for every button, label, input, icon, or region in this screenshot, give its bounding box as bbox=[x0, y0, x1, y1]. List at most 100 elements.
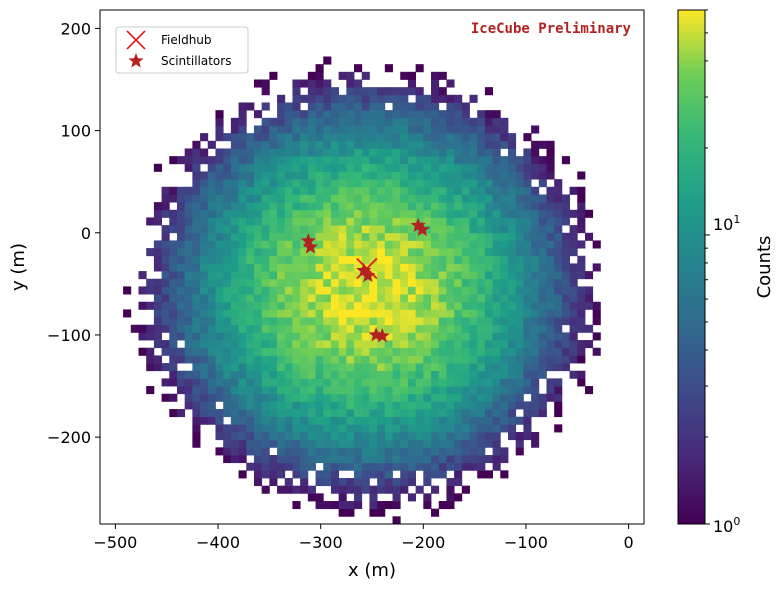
heatmap-bin bbox=[323, 117, 332, 126]
heatmap-bin bbox=[300, 386, 309, 395]
heatmap-bin bbox=[523, 171, 532, 180]
heatmap-bin bbox=[330, 386, 340, 395]
heatmap-bin bbox=[223, 347, 232, 356]
heatmap-bin bbox=[346, 347, 355, 356]
heatmap-bin bbox=[315, 179, 324, 188]
heatmap-bin bbox=[346, 71, 355, 80]
heatmap-bin bbox=[431, 416, 440, 425]
heatmap-bin bbox=[492, 416, 501, 425]
heatmap-bin bbox=[423, 294, 432, 303]
heatmap-bin bbox=[330, 409, 340, 418]
heatmap-bin bbox=[438, 501, 447, 510]
heatmap-bin bbox=[330, 225, 340, 234]
heatmap-bin bbox=[261, 439, 270, 448]
heatmap-bin bbox=[323, 378, 332, 387]
heatmap-bin bbox=[477, 240, 486, 249]
heatmap-bin bbox=[431, 71, 440, 80]
heatmap-bin bbox=[192, 225, 201, 234]
heatmap-bins bbox=[123, 56, 601, 524]
heatmap-bin bbox=[384, 202, 393, 211]
heatmap-bin bbox=[192, 140, 201, 149]
heatmap-bin bbox=[384, 255, 393, 264]
heatmap-bin bbox=[531, 378, 540, 387]
heatmap-bin bbox=[330, 271, 340, 280]
heatmap-bin bbox=[546, 202, 555, 211]
heatmap-bin bbox=[338, 94, 347, 103]
heatmap-bin bbox=[461, 148, 470, 157]
heatmap-bin bbox=[477, 110, 486, 119]
heatmap-bin bbox=[446, 332, 455, 341]
heatmap-bin bbox=[330, 370, 340, 379]
heatmap-bin bbox=[315, 355, 324, 364]
heatmap-bin bbox=[192, 324, 201, 333]
heatmap-bin bbox=[569, 332, 578, 341]
heatmap-bin bbox=[323, 393, 332, 402]
heatmap-bin bbox=[515, 194, 524, 203]
heatmap-bin bbox=[330, 393, 340, 402]
heatmap-bin bbox=[569, 240, 578, 249]
heatmap-bin bbox=[238, 133, 247, 142]
heatmap-bin bbox=[577, 271, 586, 280]
heatmap-bin bbox=[538, 286, 547, 295]
heatmap-bin bbox=[161, 393, 170, 402]
heatmap-bin bbox=[569, 186, 578, 195]
heatmap-bin bbox=[531, 263, 540, 272]
heatmap-bin bbox=[338, 255, 347, 264]
heatmap-bin bbox=[377, 87, 386, 96]
heatmap-bin bbox=[454, 309, 463, 318]
heatmap-bin bbox=[207, 347, 216, 356]
x-tick-label: −400 bbox=[196, 533, 240, 552]
heatmap-bin bbox=[215, 355, 224, 364]
heatmap-bin bbox=[153, 294, 162, 303]
heatmap-bin bbox=[253, 317, 263, 326]
heatmap-bin bbox=[377, 194, 386, 203]
heatmap-bin bbox=[415, 317, 424, 326]
heatmap-bin bbox=[446, 462, 455, 471]
heatmap-bin bbox=[361, 286, 370, 295]
heatmap-bin bbox=[346, 301, 355, 310]
heatmap-bin bbox=[477, 163, 486, 172]
heatmap-bin bbox=[446, 102, 455, 111]
heatmap-bin bbox=[223, 301, 232, 310]
heatmap-bin bbox=[269, 378, 278, 387]
heatmap-bin bbox=[269, 240, 278, 249]
heatmap-bin bbox=[330, 248, 340, 257]
colorbar-ticks bbox=[705, 9, 710, 525]
heatmap-bin bbox=[446, 347, 455, 356]
heatmap-bin bbox=[207, 324, 216, 333]
heatmap-bin bbox=[415, 424, 424, 433]
heatmap-bin bbox=[584, 301, 594, 310]
heatmap-bin bbox=[215, 309, 224, 318]
heatmap-bin bbox=[307, 110, 316, 119]
heatmap-bin bbox=[215, 363, 224, 372]
heatmap-bin bbox=[246, 140, 255, 149]
heatmap-bin bbox=[561, 271, 570, 280]
y-tick-label: −100 bbox=[47, 326, 91, 345]
heatmap-bin bbox=[384, 87, 393, 96]
heatmap-bin bbox=[415, 278, 424, 287]
heatmap-bin bbox=[238, 209, 247, 218]
heatmap-bin bbox=[246, 255, 255, 264]
heatmap-bin bbox=[200, 340, 209, 349]
heatmap-bin bbox=[500, 347, 509, 356]
heatmap-bin bbox=[346, 501, 355, 510]
heatmap-bin bbox=[354, 424, 363, 433]
heatmap-bin bbox=[354, 447, 363, 456]
heatmap-bin bbox=[153, 255, 162, 264]
heatmap-bin bbox=[207, 232, 216, 241]
heatmap-bin bbox=[184, 194, 193, 203]
heatmap-bin bbox=[438, 370, 447, 379]
heatmap-bin bbox=[384, 186, 393, 195]
x-tick-label: −100 bbox=[504, 533, 548, 552]
heatmap-bin bbox=[284, 209, 293, 218]
heatmap-bin bbox=[392, 401, 401, 410]
heatmap-bin bbox=[384, 478, 393, 487]
heatmap-bin bbox=[477, 148, 486, 157]
heatmap-bin bbox=[431, 485, 440, 494]
heatmap-bin bbox=[538, 347, 547, 356]
heatmap-bin bbox=[323, 217, 332, 226]
heatmap-bin bbox=[300, 301, 309, 310]
heatmap-bin bbox=[407, 332, 417, 341]
heatmap-bin bbox=[169, 263, 178, 272]
heatmap-bin bbox=[169, 186, 178, 195]
